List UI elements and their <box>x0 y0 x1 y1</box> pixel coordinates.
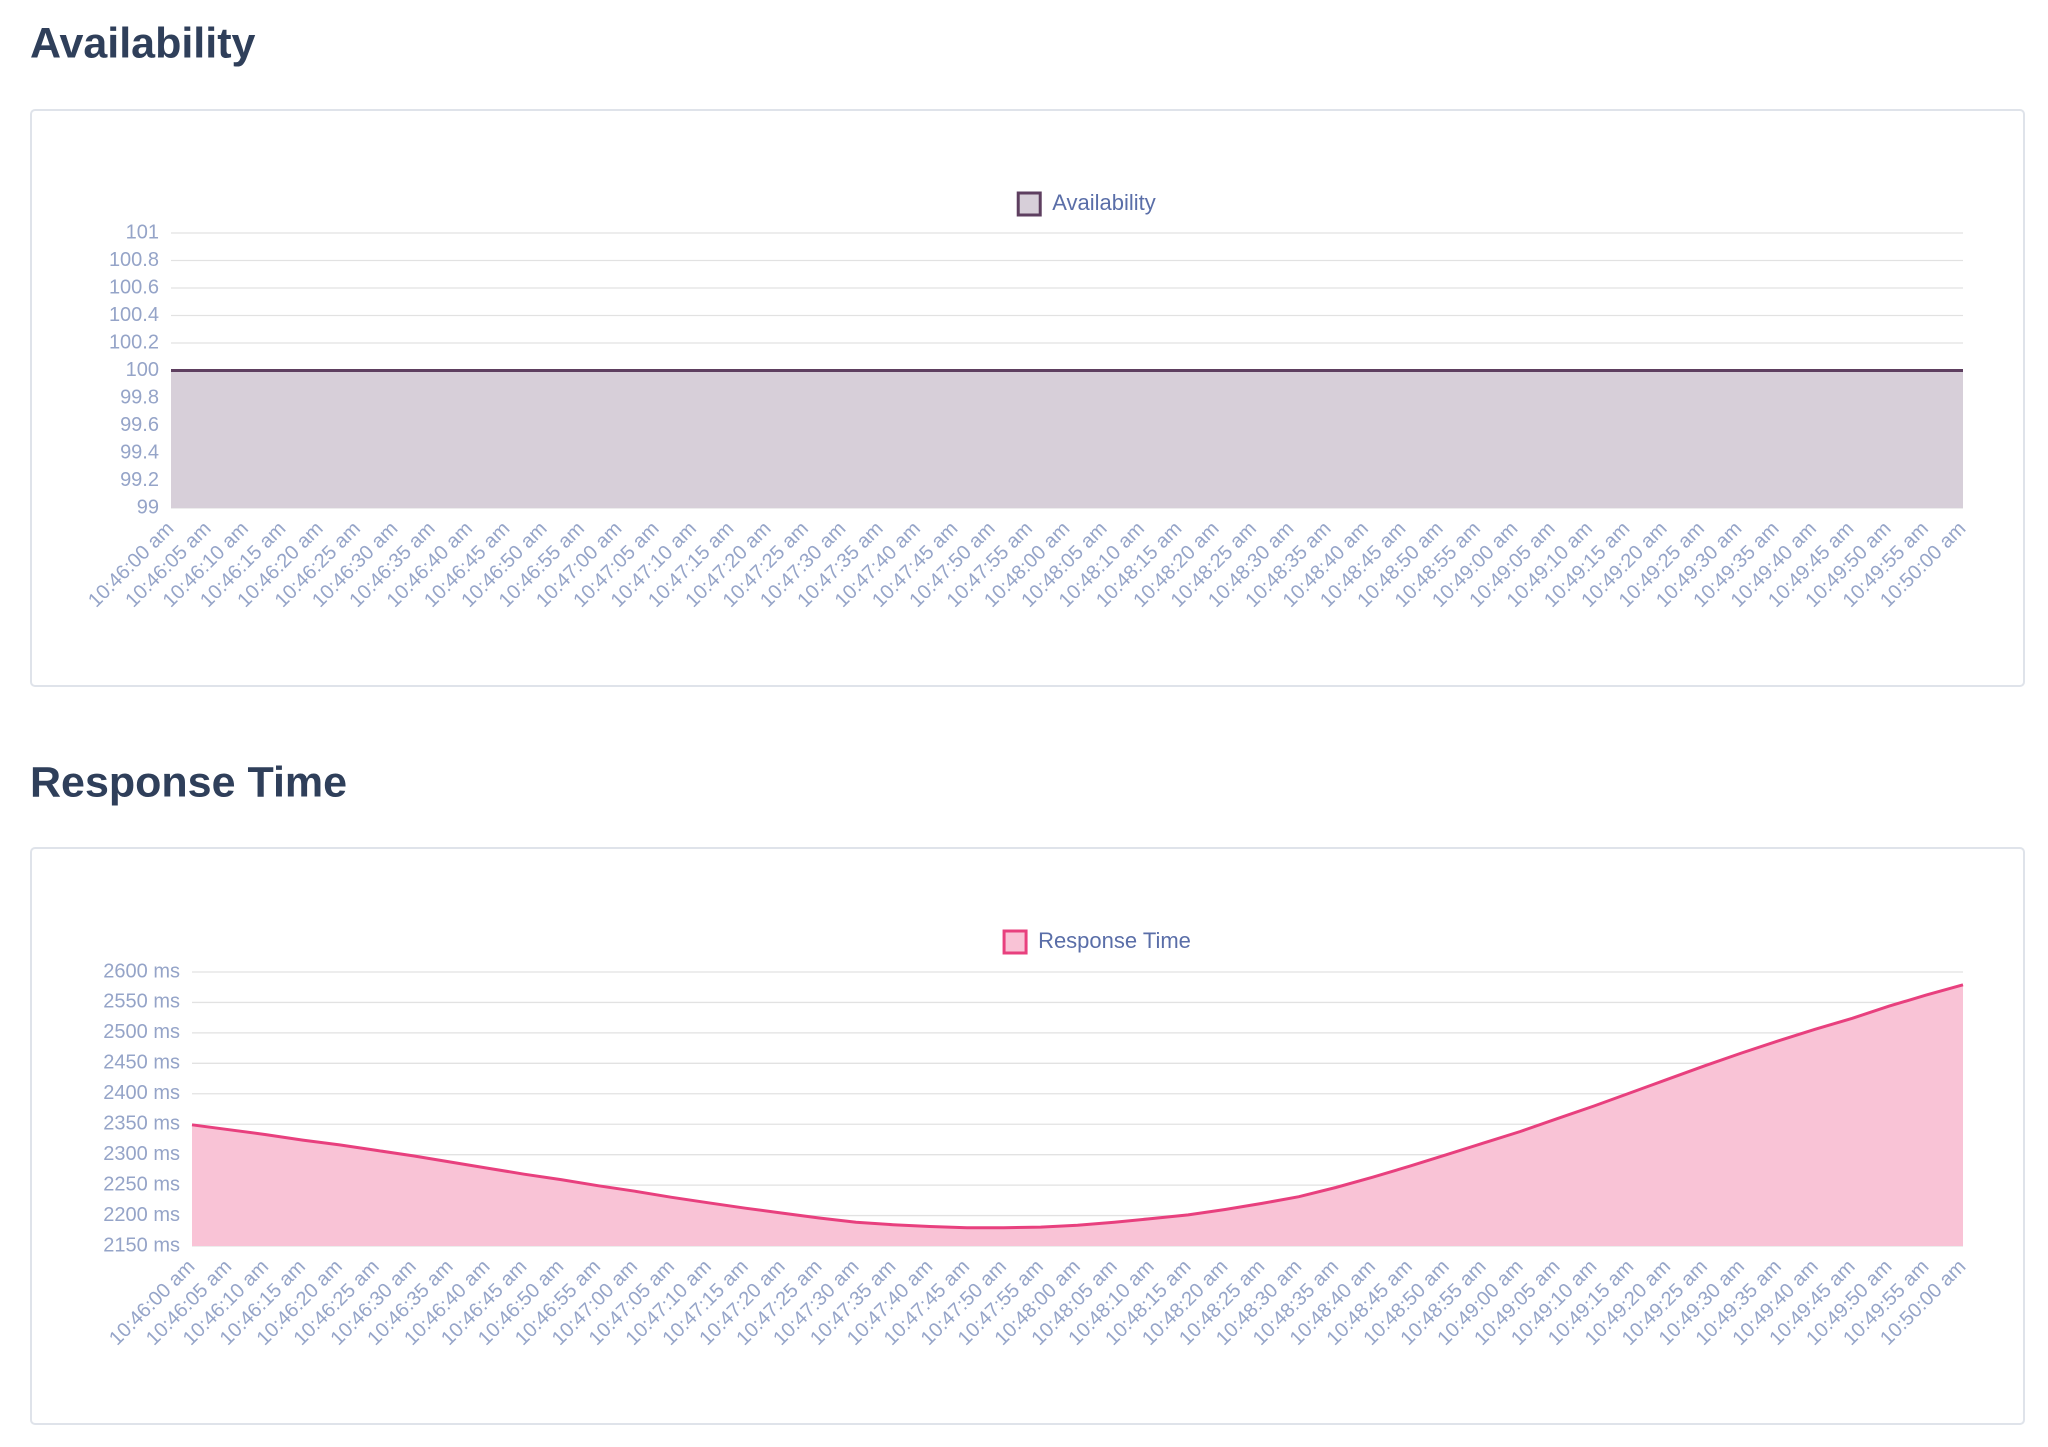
legend-swatch <box>1002 929 1028 955</box>
y-tick-label: 100.8 <box>109 249 159 271</box>
y-tick-label: 99.6 <box>120 414 159 436</box>
y-tick-label: 2150 ms <box>103 1234 180 1256</box>
y-tick-label: 99.2 <box>120 469 159 491</box>
y-tick-label: 2300 ms <box>103 1143 180 1165</box>
y-tick-label: 99.4 <box>120 441 159 463</box>
area-fill <box>192 984 1963 1246</box>
y-tick-label: 2500 ms <box>103 1021 180 1043</box>
y-tick-label: 2600 ms <box>103 960 180 982</box>
y-tick-label: 101 <box>126 221 159 243</box>
y-tick-label: 2550 ms <box>103 991 180 1013</box>
legend-label: Response Time <box>1038 928 1191 953</box>
y-tick-label: 100 <box>126 359 159 381</box>
series-line <box>191 983 1964 1230</box>
legend-swatch <box>1016 191 1042 217</box>
section-title: Availability <box>30 19 256 67</box>
y-tick-label: 2350 ms <box>103 1113 180 1135</box>
y-tick-label: 99 <box>137 496 159 518</box>
y-tick-label: 100.6 <box>109 276 159 298</box>
y-tick-label: 2250 ms <box>103 1173 180 1195</box>
y-tick-label: 2200 ms <box>103 1204 180 1226</box>
card <box>30 847 2025 1425</box>
y-tick-label: 100.2 <box>109 331 159 353</box>
y-tick-label: 100.4 <box>109 304 159 326</box>
area-fill <box>171 370 1963 508</box>
section-title: Response Time <box>30 758 347 806</box>
y-tick-label: 2450 ms <box>103 1052 180 1074</box>
y-tick-label: 99.8 <box>120 386 159 408</box>
y-tick-label: 2400 ms <box>103 1082 180 1104</box>
legend-label: Availability <box>1052 190 1156 215</box>
